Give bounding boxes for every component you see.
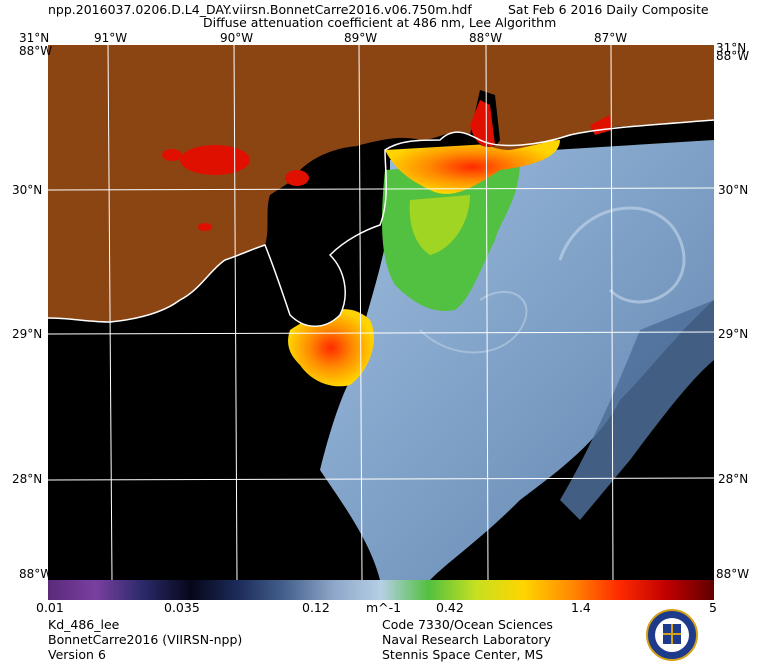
meridian-90w <box>233 44 238 580</box>
turbid-water-inner <box>409 195 470 255</box>
lon-label-89w: 89°W <box>344 31 378 45</box>
product-subtitle: Diffuse attenuation coefficient at 486 n… <box>203 15 557 30</box>
colorbar-label-min: 0.01 <box>36 600 64 615</box>
lake-pontchartrain <box>300 146 381 192</box>
coastal-plume <box>385 140 560 194</box>
colorbar <box>48 580 714 600</box>
lat-label-30n-left: 30°N <box>12 183 43 197</box>
colorbar-label-14: 1.4 <box>571 600 591 615</box>
nrl-seal-icon <box>646 609 698 661</box>
corner-label-bottom-left: 88°W <box>19 567 53 581</box>
colorbar-units: m^-1 <box>366 600 402 615</box>
offshore-water-south <box>560 300 714 520</box>
footer-location: Stennis Space Center, MS <box>382 647 544 662</box>
colorbar-label-0035: 0.035 <box>164 600 200 615</box>
lon-label-91w: 91°W <box>94 31 128 45</box>
lon-label-88w: 88°W <box>469 31 503 45</box>
parallel-28n <box>47 477 715 481</box>
meridian-87w <box>610 44 614 580</box>
lon-label-90w: 90°W <box>220 31 254 45</box>
lake-borgne <box>328 205 380 245</box>
inland-lake-4 <box>198 223 212 231</box>
footer-code: Code 7330/Ocean Sciences <box>382 617 553 632</box>
meridian-89w <box>358 44 363 580</box>
lon-label-87w: 87°W <box>594 31 628 45</box>
inland-lake-2 <box>162 149 182 161</box>
corner-label-right: 88°W <box>716 49 750 63</box>
colorbar-label-max: 5 <box>709 600 717 615</box>
mobile-bay-plume <box>470 100 495 147</box>
coastline <box>47 119 715 327</box>
lat-label-28n-right: 28°N <box>718 472 749 486</box>
colorbar-label-042: 0.42 <box>436 600 464 615</box>
footer-lab: Naval Research Laboratory <box>382 632 551 647</box>
lat-label-29n-left: 29°N <box>12 327 43 341</box>
eddy-swirl <box>558 206 686 304</box>
corner-label-left: 88°W <box>19 44 53 58</box>
inland-lake-1 <box>180 145 250 175</box>
file-name: npp.2016037.0206.D.L4_DAY.viirsn.BonnetC… <box>48 2 472 17</box>
eddy-swirl-2 <box>419 290 528 354</box>
footer-product: Kd_486_lee <box>48 617 120 632</box>
footer-version: Version 6 <box>48 647 106 662</box>
composite-date: Sat Feb 6 2016 Daily Composite <box>508 2 709 17</box>
river-plume <box>288 309 374 387</box>
meridian-91w <box>107 44 113 580</box>
inland-lake-3 <box>285 170 309 186</box>
parallel-30n <box>47 187 715 191</box>
louisiana-marsh <box>265 239 346 327</box>
lat-label-30n-right: 30°N <box>718 183 749 197</box>
corner-label-bottom-right: 88°W <box>716 567 750 581</box>
footer-region: BonnetCarre2016 (VIIRSN-npp) <box>48 632 243 647</box>
corner-label-top-left: 31°N <box>19 31 50 45</box>
colorbar-label-012: 0.12 <box>302 600 330 615</box>
land <box>48 45 714 322</box>
lat-label-28n-left: 28°N <box>12 472 43 486</box>
meridian-88w <box>485 44 489 580</box>
graticule <box>47 44 715 580</box>
parallel-29n <box>47 331 715 335</box>
corner-label-top-right: 31°N <box>716 41 747 55</box>
lat-label-29n-right: 29°N <box>718 327 749 341</box>
kd486-map <box>47 44 715 580</box>
